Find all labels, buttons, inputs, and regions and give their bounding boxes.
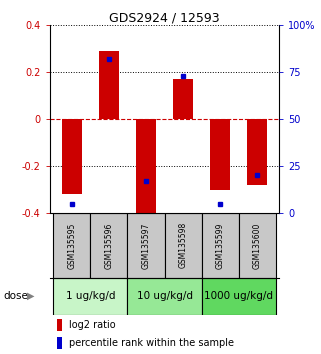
Text: GSM135598: GSM135598: [178, 222, 187, 268]
Bar: [247, 119, 267, 185]
Text: dose: dose: [3, 291, 28, 301]
Text: GSM135597: GSM135597: [142, 222, 151, 269]
Text: log2 ratio: log2 ratio: [69, 320, 116, 330]
Bar: [202, 278, 275, 315]
Text: GSM135600: GSM135600: [253, 222, 262, 269]
Text: GSM135599: GSM135599: [215, 222, 225, 269]
Bar: [56, 319, 62, 331]
Bar: [54, 213, 91, 278]
Bar: [99, 51, 119, 119]
Bar: [165, 213, 202, 278]
Bar: [202, 213, 239, 278]
Bar: [136, 119, 156, 213]
Text: 10 ug/kg/d: 10 ug/kg/d: [136, 291, 193, 301]
Text: ▶: ▶: [27, 291, 35, 301]
Bar: [127, 278, 202, 315]
Bar: [56, 337, 62, 349]
Title: GDS2924 / 12593: GDS2924 / 12593: [109, 12, 220, 25]
Bar: [239, 213, 275, 278]
Text: percentile rank within the sample: percentile rank within the sample: [69, 338, 234, 348]
Text: 1000 ug/kg/d: 1000 ug/kg/d: [204, 291, 273, 301]
Bar: [62, 119, 82, 194]
Bar: [91, 213, 127, 278]
Bar: [210, 119, 230, 190]
Bar: [127, 213, 165, 278]
Text: GSM135595: GSM135595: [67, 222, 76, 269]
Text: 1 ug/kg/d: 1 ug/kg/d: [66, 291, 115, 301]
Bar: [54, 278, 127, 315]
Bar: [173, 79, 193, 119]
Text: GSM135596: GSM135596: [104, 222, 114, 269]
